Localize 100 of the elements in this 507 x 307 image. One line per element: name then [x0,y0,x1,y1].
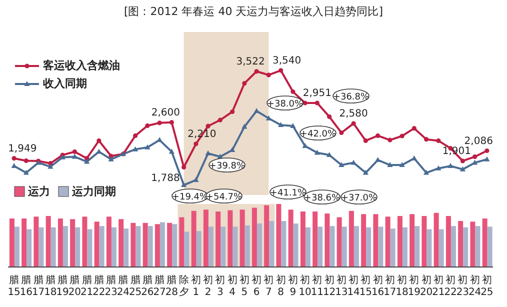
point [412,126,416,131]
bar [269,221,274,267]
x-tick-label: 初25 [480,274,494,298]
x-tick-label: 腊25 [128,274,142,298]
x-tick-label: 腊17 [32,274,45,298]
text: +37.0% [340,193,378,204]
bar [34,216,39,267]
point [472,154,478,160]
point [205,150,211,156]
bar [276,204,282,267]
bar [99,226,104,267]
bar [75,227,80,267]
bar [336,217,342,267]
legend-label: 客运收入含燃油 [43,58,120,73]
x-tick-label: 腊15 [8,274,20,298]
text: +54.7% [206,192,243,202]
x-tick-label: 初12 [322,274,336,298]
x-tick-label: 初6 [252,274,262,298]
point [278,68,284,73]
point [132,146,138,152]
bar [305,227,310,267]
bar [373,214,378,267]
annotation: +42.0% [300,129,337,140]
bar [281,221,286,267]
data-label: 2,600 [151,107,180,118]
bar [458,221,464,267]
point [242,124,248,129]
x-tick-label: 初17 [384,274,396,298]
x-tick-label: 腊27 [153,274,166,298]
point [168,148,174,154]
x-tick-label: 初9 [288,274,298,298]
bar [38,227,44,267]
point [23,170,29,175]
bar [148,226,153,267]
point [242,81,247,86]
point [266,72,271,78]
point [84,158,90,164]
bar [130,222,136,267]
bar [378,226,384,267]
x-tick-label: 腊24 [116,274,130,298]
x-tick-label: 腊16 [20,274,33,298]
x-tick-label: 初24 [468,274,482,298]
x-tick-label: 初13 [335,274,348,298]
point [12,156,16,161]
point [206,124,210,128]
bar [172,224,178,267]
x-tick-label: 初1 [190,274,201,298]
point [314,150,320,155]
bar [348,210,354,267]
bar [438,229,444,267]
bar [216,212,221,267]
point [351,121,356,126]
point [96,138,102,143]
x-tick-label: 初3 [215,274,226,298]
annotation: +39.8% [208,161,246,172]
bar [142,222,148,267]
bar [385,216,390,267]
x-tick-label: 腊20 [68,274,82,298]
bar [244,225,250,267]
bar [402,227,408,267]
bar [118,219,124,267]
bar [184,232,190,267]
bar [256,224,262,267]
bar [410,214,415,267]
x-tick-label: 初5 [239,274,250,298]
data-label: 3,522 [236,56,265,68]
bar [470,222,476,267]
annotation: +38.0% [266,99,304,110]
bar [9,218,14,267]
point [290,89,296,94]
point [460,166,466,172]
bar [220,226,226,267]
x-tick-label: 初11 [310,274,324,298]
x-tick-label: 腊19 [56,274,69,298]
chart-title: [图：2012 年春运 40 天运力与客运收入日趋势同比] [122,4,384,19]
point [350,160,356,165]
annotation: +36.8% [332,92,370,102]
legend-label: 运力同期 [72,184,116,199]
bar [22,218,27,267]
bar [82,216,88,267]
bar [312,212,318,267]
x-tick-label: 初18 [396,274,408,298]
bar [324,213,330,267]
bar [70,219,76,267]
point [181,182,187,188]
x-tick-label: 腊22 [92,274,106,298]
x-tick-label: 初4 [227,274,238,298]
x-tick-label: 初2 [203,274,214,298]
bar [167,222,172,267]
point [363,138,368,143]
point [157,120,162,126]
x-tick-label: 初8 [276,274,286,298]
bar [434,212,439,267]
bar [414,226,420,267]
bar [487,226,492,267]
point [133,133,138,138]
bar [94,222,100,267]
bar [450,226,456,267]
bar [179,217,184,267]
x-tick-label: 初7 [264,274,274,298]
